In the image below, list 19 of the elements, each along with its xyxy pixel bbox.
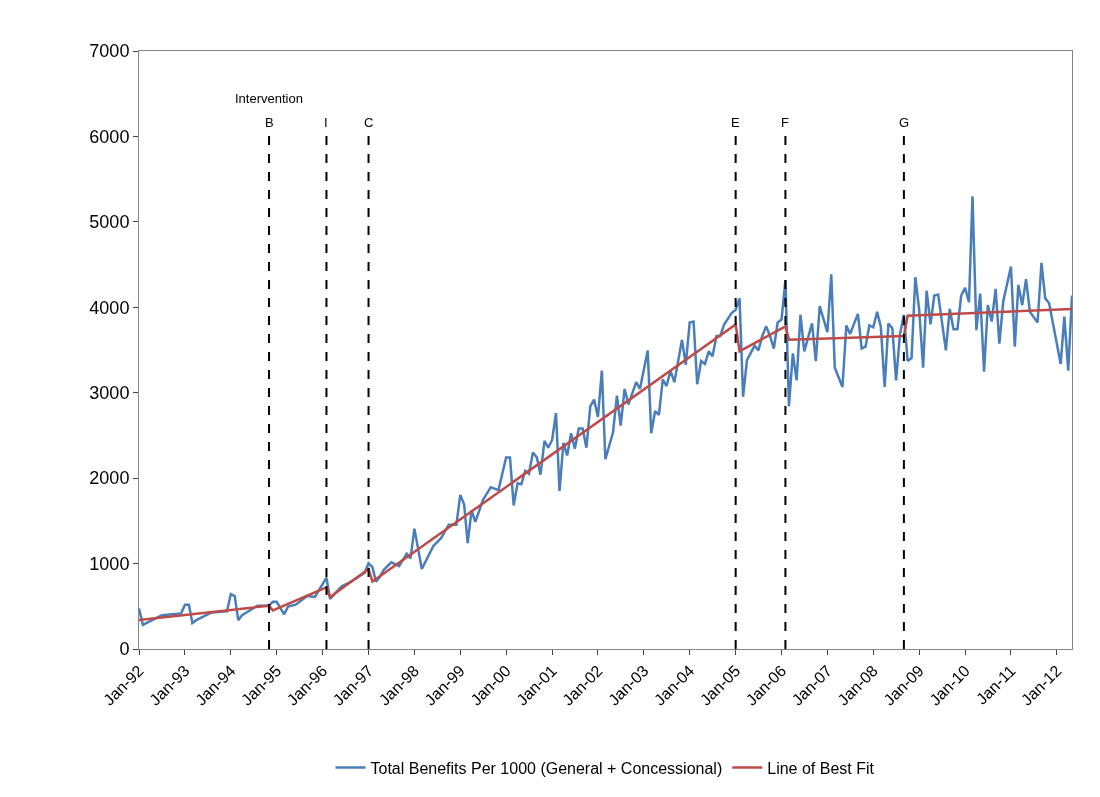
line-series [139,195,1072,627]
ref-line-label: C [364,115,374,130]
ref-line-label: E [731,115,740,130]
y-tick-label: 3000 [89,383,130,404]
annotation: Intervention [235,91,303,106]
line-series [139,307,1072,622]
y-tick-label: 2000 [89,468,130,489]
legend-label: Line of Best Fit [767,759,875,777]
ref-line-label: I [324,115,328,130]
y-tick-label: 7000 [89,41,130,62]
legend-label: Total Benefits Per 1000 (General + Concessional) [370,759,723,777]
ref-line-label: B [265,115,274,130]
y-tick-label: 4000 [89,297,130,318]
ref-line-label: G [899,115,910,130]
y-tick-label: 5000 [89,212,130,233]
y-tick-label: 0 [119,639,130,660]
ref-line-label: F [781,115,789,130]
y-tick-label: 1000 [89,553,130,574]
y-tick-label: 6000 [89,126,130,147]
